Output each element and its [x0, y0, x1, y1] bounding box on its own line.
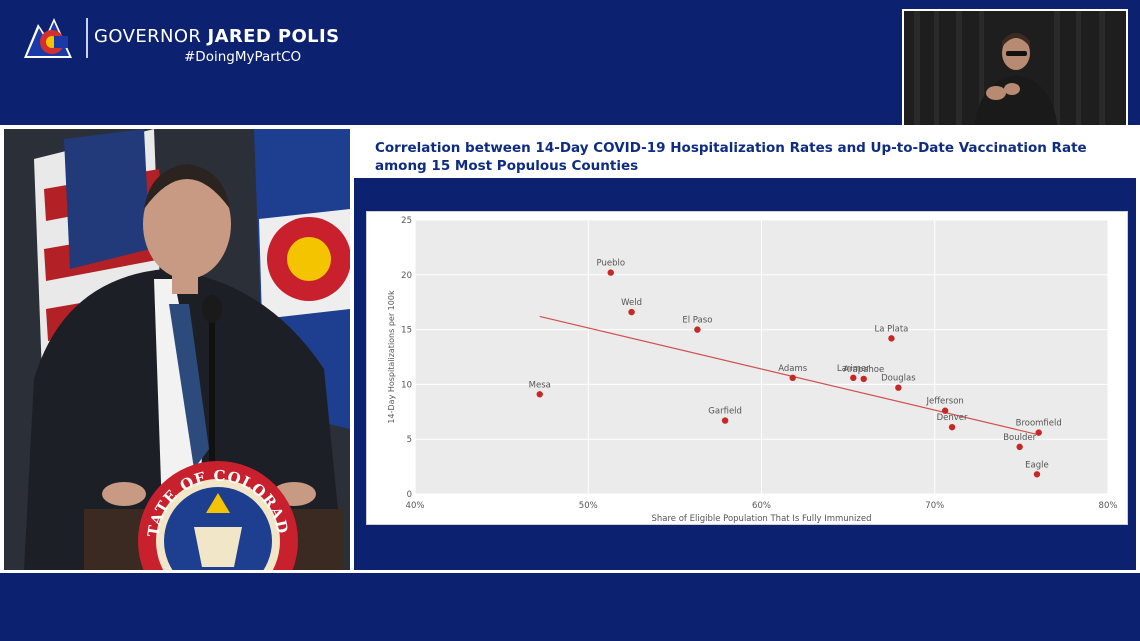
data-point: [1035, 429, 1042, 436]
data-point: [941, 407, 949, 414]
point-label: Boulder: [1003, 433, 1036, 443]
data-point: [860, 375, 867, 383]
x-axis-label: Share of Eligible Population That Is Ful…: [651, 514, 871, 524]
point-label: Adams: [778, 364, 808, 374]
data-point: [628, 308, 635, 316]
y-tick-label: 10: [401, 380, 412, 390]
point-label: Eagle: [1025, 460, 1049, 470]
point-label: Broomfield: [1016, 419, 1062, 429]
data-point: [948, 423, 956, 431]
point-label: Denver: [937, 413, 968, 423]
data-point: [607, 269, 614, 276]
data-point: [694, 326, 701, 333]
point-label: Weld: [621, 298, 642, 308]
hashtag-text: #DoingMyPartCO: [184, 49, 302, 65]
data-point: [789, 374, 796, 382]
chart-container: 40% 50% 60% 70% 80% 0 5 10 15 20 25 Share of Eligib…: [366, 211, 1128, 525]
x-tick-label: 60%: [752, 501, 771, 511]
data-point: [536, 391, 543, 398]
point-label: Garfield: [708, 407, 742, 417]
x-tick-label: 40%: [406, 501, 425, 511]
data-point: [850, 374, 857, 382]
speaker-video: STATE OF COLORADO: [4, 129, 350, 570]
logo-divider: [86, 18, 88, 58]
point-label: El Paso: [682, 316, 712, 326]
y-tick-label: 0: [407, 490, 412, 500]
state-seal-icon: STATE OF COLORADO: [134, 457, 298, 570]
point-label: Mesa: [529, 380, 551, 390]
y-tick-label: 5: [407, 435, 412, 445]
point-label: Arapahoe: [843, 365, 884, 375]
interpreter-figure: [904, 11, 1126, 131]
point-label: Larimer: [837, 364, 870, 374]
point-label: Pueblo: [596, 259, 625, 269]
y-tick-label: 25: [401, 216, 412, 226]
colorado-flag-icon: [254, 129, 350, 429]
bottom-bar: [0, 573, 1140, 641]
speaker-scene: [4, 129, 350, 570]
x-tick-label: 70%: [925, 501, 944, 511]
colorado-logo-icon: [24, 18, 72, 58]
y-tick-label: 15: [401, 326, 412, 336]
point-label: La Plata: [874, 324, 908, 334]
governor-title: GOVERNOR JARED POLIS: [94, 26, 340, 47]
slide-title: Correlation between 14-Day COVID-19 Hosp…: [375, 140, 1087, 174]
point-label: Jefferson: [925, 397, 963, 407]
data-point: [1033, 471, 1041, 478]
data-point: [1016, 443, 1023, 451]
data-point: [895, 384, 902, 391]
point-label: Douglas: [881, 374, 916, 384]
x-tick-label: 50%: [579, 501, 598, 511]
x-tick-label: 80%: [1099, 501, 1118, 511]
data-point: [888, 335, 895, 342]
y-tick-label: 20: [401, 271, 412, 281]
trendline: [539, 315, 1039, 436]
data-point: [721, 417, 729, 424]
y-axis-label: 14-Day Hospitalizations per 100k: [387, 290, 396, 424]
scatter-chart: 40% 50% 60% 70% 80% 0 5 10 15 20 25 Share of Eligib…: [387, 216, 1118, 524]
interpreter-video: [902, 9, 1128, 133]
